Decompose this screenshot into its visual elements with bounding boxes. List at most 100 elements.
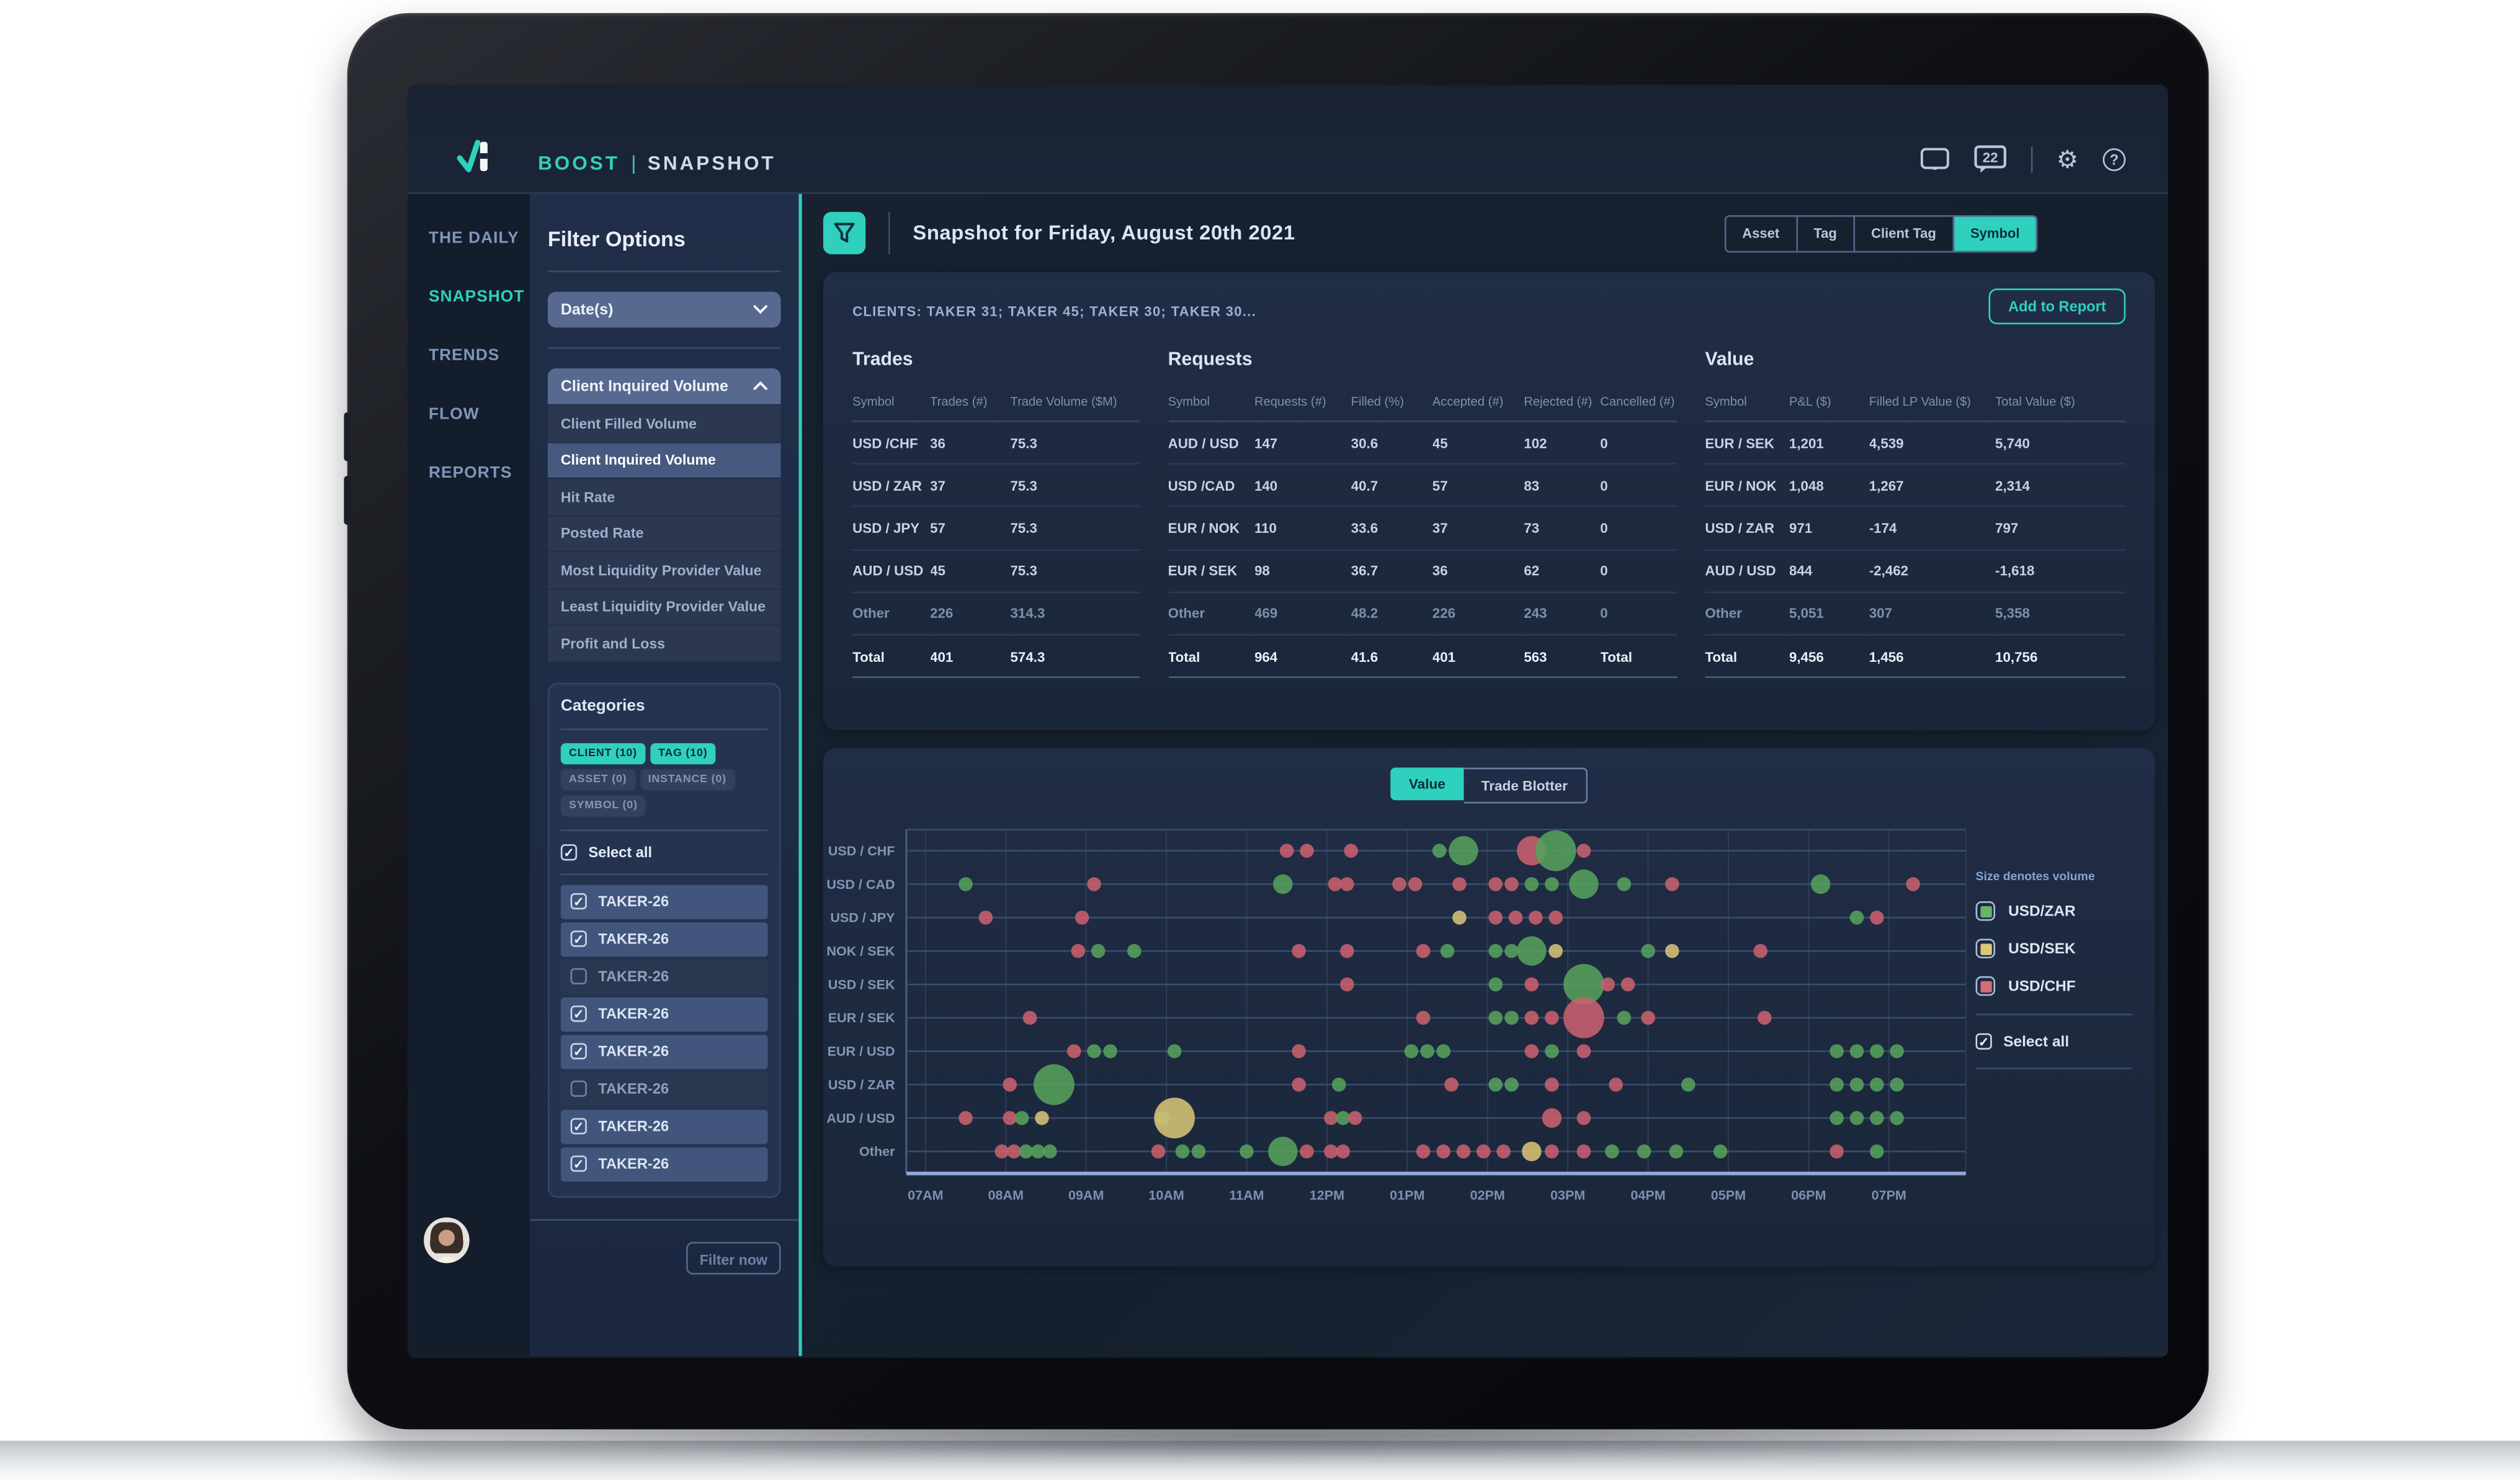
category-chip-asset-0[interactable]: ASSET (0) bbox=[560, 768, 635, 790]
chart-tab-value[interactable]: Value bbox=[1390, 767, 1463, 801]
bubble-point[interactable] bbox=[1757, 1010, 1772, 1025]
add-to-report-button[interactable]: Add to Report bbox=[1988, 288, 2126, 324]
taker-row-7[interactable]: ✓ TAKER-26 bbox=[560, 1146, 768, 1182]
bubble-point[interactable] bbox=[1091, 943, 1106, 958]
bubble-point[interactable] bbox=[1007, 1144, 1021, 1159]
select-all-checkbox[interactable]: ✓ bbox=[560, 843, 578, 860]
bubble-point[interactable] bbox=[1569, 869, 1599, 899]
segment-tag[interactable]: Tag bbox=[1795, 216, 1853, 251]
bubble-point[interactable] bbox=[1576, 844, 1591, 858]
category-chip-instance-0[interactable]: INSTANCE (0) bbox=[640, 768, 735, 790]
dates-dropdown[interactable]: Date(s) bbox=[547, 292, 781, 328]
sidebar-item-trends[interactable]: TRENDS bbox=[429, 347, 500, 365]
bubble-point[interactable] bbox=[1517, 936, 1547, 966]
bubble-point[interactable] bbox=[1529, 910, 1543, 925]
bubble-point[interactable] bbox=[1488, 877, 1503, 891]
bubble-point[interactable] bbox=[1830, 1144, 1844, 1159]
taker-row-5[interactable]: TAKER-26 bbox=[560, 1071, 768, 1107]
bubble-point[interactable] bbox=[1849, 1111, 1864, 1125]
bubble-point[interactable] bbox=[1066, 1044, 1081, 1059]
bubble-point[interactable] bbox=[1681, 1077, 1696, 1092]
taker-row-6[interactable]: ✓ TAKER-26 bbox=[560, 1109, 768, 1144]
bubble-point[interactable] bbox=[1488, 977, 1503, 992]
bubble-point[interactable] bbox=[1087, 877, 1101, 891]
bubble-point[interactable] bbox=[1870, 1077, 1884, 1092]
metric-dropdown[interactable]: Client Inquired Volume bbox=[547, 368, 781, 404]
bubble-point[interactable] bbox=[1071, 943, 1086, 958]
bubble-point[interactable] bbox=[1641, 943, 1655, 958]
bubble-point[interactable] bbox=[1548, 910, 1563, 925]
category-chip-tag-10[interactable]: TAG (10) bbox=[650, 742, 716, 764]
filter-now-button[interactable]: Filter now bbox=[686, 1242, 781, 1275]
segment-client-tag[interactable]: Client Tag bbox=[1853, 216, 1952, 251]
segment-asset[interactable]: Asset bbox=[1742, 224, 1780, 241]
category-chip-symbol-0[interactable]: SYMBOL (0) bbox=[560, 794, 646, 816]
bubble-point[interactable] bbox=[1524, 877, 1539, 891]
bubble-point[interactable] bbox=[1340, 977, 1354, 992]
bubble-point[interactable] bbox=[1713, 1144, 1728, 1159]
bubble-point[interactable] bbox=[1087, 1044, 1101, 1059]
segment-symbol[interactable]: Symbol bbox=[1952, 216, 2036, 251]
filter-option-most-liquidity-provider-value[interactable]: Most Liquidity Provider Value bbox=[547, 551, 781, 588]
filter-option-profit-and-loss[interactable]: Profit and Loss bbox=[547, 624, 781, 661]
taker-checkbox-1[interactable]: ✓ bbox=[570, 930, 587, 948]
bubble-point[interactable] bbox=[1576, 1111, 1591, 1125]
bubble-point[interactable] bbox=[1617, 877, 1632, 891]
bubble-point[interactable] bbox=[1436, 1144, 1450, 1159]
bubble-point[interactable] bbox=[1336, 1144, 1351, 1159]
taker-checkbox-7[interactable]: ✓ bbox=[570, 1156, 587, 1172]
bubble-point[interactable] bbox=[1292, 1044, 1306, 1059]
filter-option-client-filled-volume[interactable]: Client Filled Volume bbox=[547, 404, 781, 441]
bubble-point[interactable] bbox=[1030, 1144, 1045, 1159]
bubble-point[interactable] bbox=[1810, 874, 1831, 894]
taker-row-0[interactable]: ✓ TAKER-26 bbox=[560, 884, 768, 919]
bubble-point[interactable] bbox=[1003, 1077, 1017, 1092]
bubble-point[interactable] bbox=[1524, 1044, 1539, 1059]
bubble-point[interactable] bbox=[1524, 1010, 1539, 1025]
bubble-point[interactable] bbox=[1576, 1144, 1591, 1159]
filter-option-posted-rate[interactable]: Posted Rate bbox=[547, 514, 781, 551]
bubble-point[interactable] bbox=[994, 1144, 1009, 1159]
user-avatar[interactable] bbox=[424, 1217, 470, 1264]
bubble-point[interactable] bbox=[1870, 1111, 1884, 1125]
bubble-point[interactable] bbox=[1022, 1010, 1037, 1025]
bubble-point[interactable] bbox=[1576, 1044, 1591, 1059]
filter-option-hit-rate[interactable]: Hit Rate bbox=[547, 477, 781, 514]
bubble-point[interactable] bbox=[1890, 1044, 1904, 1059]
bubble-point[interactable] bbox=[1436, 1044, 1450, 1059]
category-chip-client-10[interactable]: CLIENT (10) bbox=[560, 742, 646, 764]
bubble-point[interactable] bbox=[1641, 1010, 1655, 1025]
bubble-point[interactable] bbox=[1452, 910, 1467, 925]
sidebar-item-the-daily[interactable]: THE DAILY bbox=[429, 230, 519, 248]
bubble-point[interactable] bbox=[1420, 1044, 1434, 1059]
bubble-point[interactable] bbox=[1563, 997, 1604, 1038]
legend-item-usd-chf[interactable]: USD/CHF bbox=[1975, 976, 2132, 996]
bubble-point[interactable] bbox=[1870, 1144, 1884, 1159]
bubble-point[interactable] bbox=[978, 910, 993, 925]
bubble-point[interactable] bbox=[1849, 910, 1864, 925]
bubble-point[interactable] bbox=[1416, 1010, 1431, 1025]
bubble-point[interactable] bbox=[1408, 877, 1423, 891]
bubble-point[interactable] bbox=[1279, 844, 1294, 858]
bubble-point[interactable] bbox=[1404, 1044, 1419, 1059]
bubble-point[interactable] bbox=[1444, 1077, 1459, 1092]
bubble-point[interactable] bbox=[1870, 910, 1884, 925]
bubble-point[interactable] bbox=[1522, 1141, 1542, 1162]
bubble-point[interactable] bbox=[1452, 877, 1467, 891]
bubble-point[interactable] bbox=[1340, 877, 1354, 891]
bubble-point[interactable] bbox=[1191, 1144, 1206, 1159]
help-icon[interactable]: ? bbox=[2102, 148, 2126, 171]
bubble-point[interactable] bbox=[1340, 943, 1354, 958]
bubble-point[interactable] bbox=[1127, 943, 1142, 958]
bubble-point[interactable] bbox=[1035, 1111, 1049, 1125]
bubble-point[interactable] bbox=[1324, 1144, 1338, 1159]
bubble-point[interactable] bbox=[1019, 1144, 1034, 1159]
select-all-row[interactable]: ✓ Select all bbox=[560, 843, 768, 860]
bubble-point[interactable] bbox=[1300, 844, 1314, 858]
filter-option-least-liquidity-provider-value[interactable]: Least Liquidity Provider Value bbox=[547, 587, 781, 625]
taker-row-2[interactable]: TAKER-26 bbox=[560, 959, 768, 994]
messages-icon[interactable]: 22 bbox=[1973, 145, 2006, 174]
bubble-point[interactable] bbox=[1548, 943, 1563, 958]
bubble-point[interactable] bbox=[1545, 1044, 1559, 1059]
bubble-point[interactable] bbox=[1620, 977, 1635, 992]
